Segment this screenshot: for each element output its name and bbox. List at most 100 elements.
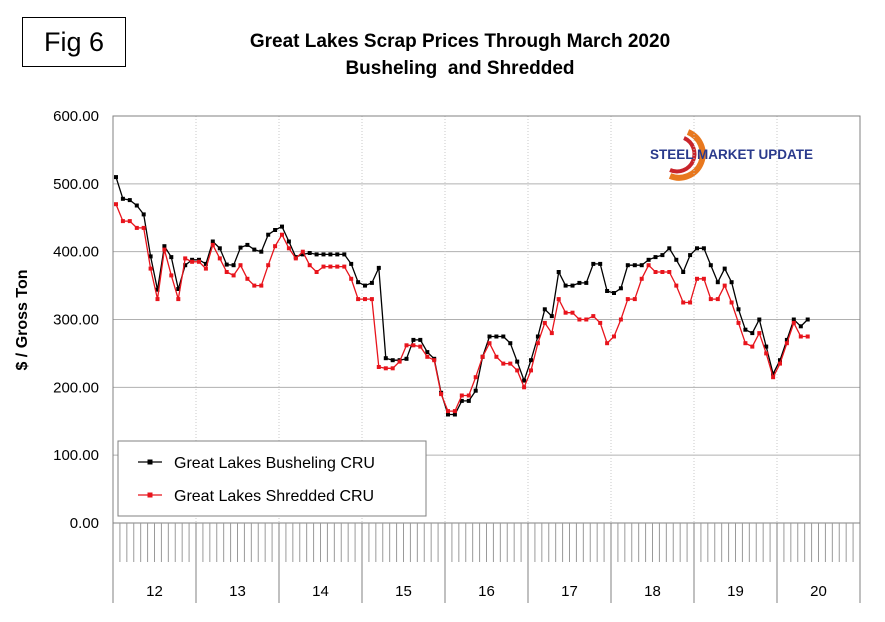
data-point-shredded	[446, 409, 450, 414]
data-point-shredded	[280, 232, 284, 237]
data-point-busheling	[452, 412, 457, 417]
data-point-busheling	[259, 249, 264, 254]
data-point-shredded	[356, 297, 361, 302]
data-point-shredded	[307, 263, 312, 268]
x-tick-label: 12	[146, 583, 163, 600]
data-point-shredded	[743, 341, 748, 346]
data-point-shredded	[791, 320, 796, 325]
data-point-shredded	[487, 341, 492, 346]
data-point-shredded	[369, 297, 374, 302]
data-point-busheling	[169, 255, 174, 260]
data-point-busheling	[701, 246, 706, 251]
data-point-shredded	[570, 310, 575, 315]
data-point-busheling	[542, 307, 547, 312]
data-point-busheling	[784, 337, 789, 342]
data-point-busheling	[681, 270, 686, 274]
data-point-shredded	[286, 246, 291, 251]
data-point-busheling	[349, 261, 354, 266]
data-point-busheling	[708, 263, 713, 268]
data-point-shredded	[114, 202, 118, 207]
data-point-busheling	[722, 266, 727, 271]
data-point-shredded	[252, 283, 257, 288]
data-point-busheling	[466, 398, 471, 403]
data-point-shredded	[349, 276, 354, 281]
data-point-shredded	[390, 366, 395, 371]
data-point-busheling	[252, 247, 257, 252]
data-point-shredded	[584, 317, 589, 322]
data-point-busheling	[148, 254, 153, 259]
data-point-busheling	[411, 337, 416, 342]
data-point-shredded	[376, 365, 381, 369]
data-point-shredded	[127, 219, 132, 224]
x-tick-label: 17	[561, 583, 578, 600]
data-point-shredded	[141, 225, 146, 230]
data-point-busheling	[729, 280, 734, 285]
data-point-busheling	[618, 286, 623, 291]
data-point-shredded	[134, 225, 139, 230]
data-point-shredded	[522, 385, 527, 390]
y-tick-label: 200.00	[53, 379, 99, 396]
series-line-shredded	[115, 203, 808, 412]
data-point-shredded	[681, 300, 686, 305]
data-point-busheling	[764, 344, 769, 349]
data-point-shredded	[439, 392, 444, 397]
data-point-busheling	[646, 257, 651, 262]
legend-box	[117, 440, 427, 517]
data-point-busheling	[203, 261, 208, 266]
data-point-busheling	[245, 242, 250, 247]
data-point-shredded	[176, 297, 181, 302]
data-point-busheling	[798, 324, 803, 329]
data-point-shredded	[120, 219, 125, 224]
data-point-busheling	[639, 263, 644, 268]
data-point-busheling	[508, 341, 513, 346]
y-axis-label: $ / Gross Ton	[14, 269, 31, 370]
data-point-busheling	[598, 261, 603, 266]
data-point-busheling	[383, 356, 388, 361]
data-point-shredded	[501, 361, 506, 366]
data-point-busheling	[549, 314, 554, 319]
data-point-busheling	[335, 252, 340, 257]
logo-text: STEEL MARKET UPDATE	[650, 147, 813, 162]
data-point-busheling	[376, 265, 381, 270]
data-point-shredded	[314, 270, 319, 274]
data-point-busheling	[425, 350, 430, 355]
data-point-shredded	[335, 264, 340, 269]
data-point-busheling	[404, 356, 409, 361]
data-point-shredded	[224, 270, 229, 274]
data-point-shredded	[708, 297, 713, 302]
data-point-busheling	[307, 251, 312, 255]
data-point-busheling	[591, 261, 596, 266]
data-point-busheling	[743, 327, 748, 332]
data-point-busheling	[280, 224, 284, 229]
data-point-busheling	[273, 228, 278, 232]
data-point-shredded	[612, 334, 616, 339]
data-point-busheling	[231, 263, 236, 268]
data-point-shredded	[328, 264, 333, 269]
data-point-busheling	[778, 358, 782, 363]
data-point-busheling	[625, 263, 630, 268]
data-point-busheling	[501, 334, 506, 339]
data-point-busheling	[473, 388, 478, 393]
data-point-shredded	[618, 317, 623, 322]
data-point-shredded	[660, 270, 665, 274]
data-point-shredded	[605, 341, 610, 346]
data-point-shredded	[556, 297, 561, 302]
data-point-shredded	[148, 266, 153, 271]
chart-title-block: Great Lakes Scrap Prices Through March 2…	[150, 28, 770, 82]
data-point-busheling	[529, 358, 533, 363]
data-point-shredded	[625, 297, 630, 302]
data-point-shredded	[646, 263, 651, 268]
data-point-shredded	[764, 351, 769, 356]
data-point-shredded	[639, 276, 644, 281]
data-point-busheling	[674, 257, 679, 262]
x-tick-label: 14	[312, 583, 329, 600]
data-point-busheling	[328, 252, 333, 257]
chart-subtitle: Busheling and Shredded	[345, 58, 575, 79]
y-tick-label: 100.00	[53, 447, 99, 464]
data-point-shredded	[383, 366, 388, 371]
legend-marker-shredded	[147, 492, 153, 498]
y-tick-label: 300.00	[53, 312, 99, 329]
series-group	[114, 175, 810, 417]
data-point-busheling	[418, 337, 423, 342]
chart-title: Great Lakes Scrap Prices Through March 2…	[249, 31, 671, 52]
